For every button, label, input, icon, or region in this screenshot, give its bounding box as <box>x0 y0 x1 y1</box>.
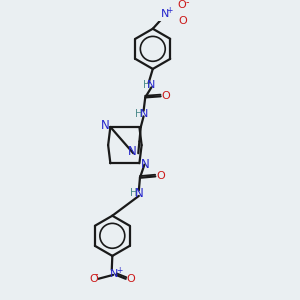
Text: -: - <box>94 269 98 279</box>
Text: N: N <box>147 80 156 90</box>
Text: N: N <box>141 158 149 171</box>
Text: N: N <box>161 9 169 19</box>
Text: +: + <box>166 6 173 15</box>
Text: O: O <box>89 274 98 284</box>
Text: N: N <box>110 269 119 279</box>
Text: O: O <box>161 91 170 101</box>
Text: O: O <box>156 171 165 181</box>
Text: O: O <box>177 0 186 10</box>
Text: -: - <box>186 0 189 7</box>
Text: +: + <box>116 266 122 275</box>
Text: H: H <box>143 80 150 90</box>
Text: N: N <box>128 145 136 158</box>
Text: N: N <box>134 187 143 200</box>
Text: N: N <box>140 109 148 118</box>
Text: O: O <box>126 274 135 284</box>
Text: H: H <box>130 188 138 198</box>
Text: N: N <box>100 119 109 132</box>
Text: H: H <box>135 109 142 118</box>
Text: O: O <box>178 16 187 26</box>
